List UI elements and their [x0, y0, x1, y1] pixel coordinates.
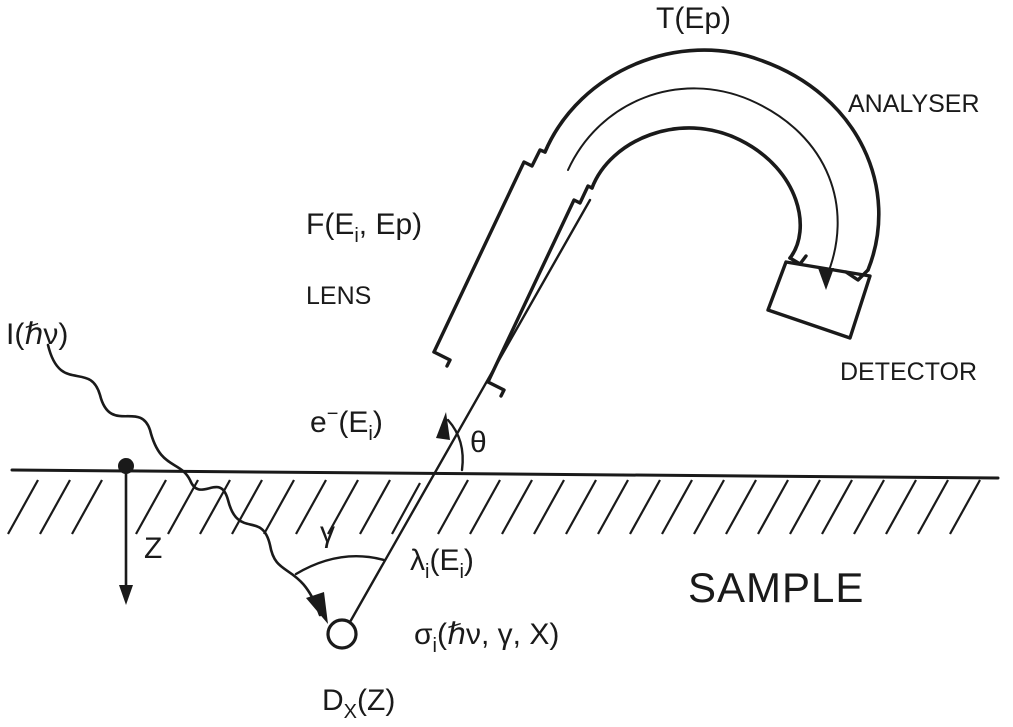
- detector-box: [766, 254, 872, 340]
- depth-arrowhead: [119, 585, 133, 605]
- sample-label: SAMPLE: [688, 564, 864, 611]
- lens-tube: [432, 148, 594, 398]
- atom-circle: [326, 618, 358, 650]
- density-label: DX(Z): [322, 684, 395, 723]
- analyser-hemisphere: [543, 48, 881, 279]
- sample-surface-line: [10, 468, 1000, 480]
- analyser-label: ANALYSER: [848, 90, 980, 118]
- cross-section-label: σi(ℏν, γ, X): [414, 618, 559, 657]
- electron-trajectory: [348, 198, 592, 624]
- lens-label: LENS: [306, 282, 371, 310]
- photon-arrowhead: [306, 592, 328, 624]
- depth-origin-dot: [118, 458, 134, 474]
- transmission-label: T(Ep): [656, 2, 731, 35]
- sample-hatching: [7, 479, 981, 535]
- analyser-arrowhead: [818, 268, 834, 290]
- photon-flux-label: I(ℏν): [6, 318, 68, 351]
- theta-label: θ: [470, 426, 487, 459]
- depth-label: Z: [144, 532, 162, 565]
- imfp-label: λi(Ei): [410, 544, 474, 583]
- theta-arc: [446, 418, 464, 472]
- detector-label: DETECTOR: [840, 358, 977, 386]
- gamma-label: γ: [320, 516, 335, 549]
- lens-function-label: F(Ei, Ep): [306, 208, 422, 247]
- photon-wave: [46, 343, 322, 617]
- electron-label: e−(Ei): [310, 403, 383, 445]
- electron-arrowhead: [436, 412, 450, 440]
- gamma-arc: [294, 555, 386, 576]
